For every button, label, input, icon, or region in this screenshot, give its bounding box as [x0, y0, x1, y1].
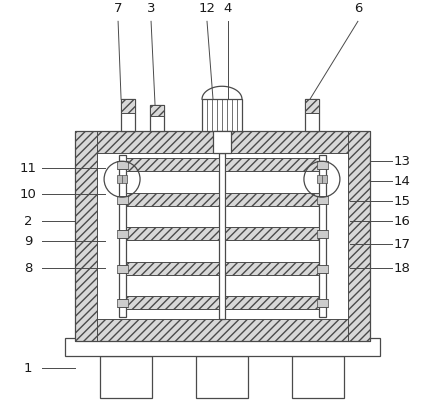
Bar [100, 356, 152, 398]
Bar [117, 196, 128, 204]
Bar [202, 99, 242, 131]
Text: 1: 1 [24, 362, 32, 374]
Text: 17: 17 [393, 238, 410, 251]
Bar [121, 99, 135, 113]
Bar [75, 131, 370, 341]
Bar [126, 296, 219, 309]
Bar [117, 299, 128, 307]
Text: 11: 11 [19, 162, 37, 175]
Bar [65, 338, 380, 356]
Bar [119, 155, 126, 317]
Text: 8: 8 [24, 262, 32, 275]
Text: 9: 9 [24, 235, 32, 248]
Bar [225, 296, 319, 309]
Bar [292, 356, 344, 398]
Text: 16: 16 [393, 215, 410, 228]
Text: 2: 2 [24, 215, 32, 228]
Bar [317, 230, 328, 238]
Bar [121, 99, 135, 131]
Text: 7: 7 [114, 2, 122, 15]
Text: 15: 15 [393, 195, 410, 208]
Bar [219, 153, 225, 319]
Text: 10: 10 [20, 188, 37, 201]
Bar [317, 196, 328, 204]
Text: 18: 18 [393, 262, 410, 275]
Text: 4: 4 [224, 2, 232, 15]
Bar [196, 356, 248, 398]
Bar [150, 105, 164, 131]
Bar [126, 262, 219, 275]
Bar [305, 99, 319, 113]
Bar [117, 230, 128, 238]
Bar [126, 193, 219, 206]
Bar [225, 193, 319, 206]
Bar [225, 262, 319, 275]
Bar [319, 155, 326, 317]
Bar [305, 99, 319, 131]
Bar [117, 161, 128, 169]
Text: 3: 3 [147, 2, 155, 15]
Bar [317, 161, 328, 169]
Bar [117, 265, 128, 273]
Text: 12: 12 [198, 2, 215, 15]
Bar [317, 265, 328, 273]
Text: 14: 14 [393, 175, 410, 188]
Text: 13: 13 [393, 155, 410, 168]
Bar [225, 227, 319, 240]
Bar [150, 105, 164, 116]
Bar [126, 227, 219, 240]
Bar [213, 131, 231, 153]
Text: 6: 6 [354, 2, 362, 15]
Bar [225, 158, 319, 171]
Bar [75, 131, 97, 341]
Bar [317, 175, 327, 183]
Bar [117, 175, 127, 183]
Bar [348, 131, 370, 341]
Bar [75, 131, 370, 153]
Bar [75, 319, 370, 341]
Bar [126, 158, 219, 171]
Bar [317, 299, 328, 307]
